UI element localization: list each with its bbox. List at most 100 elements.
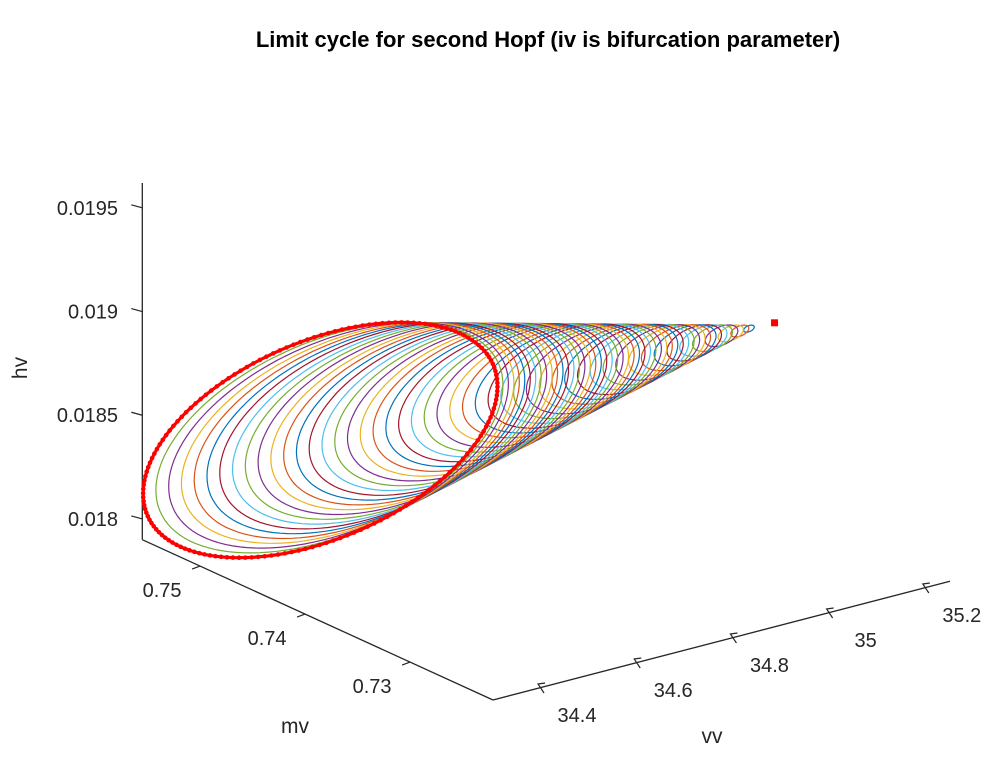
cycle-marker (296, 548, 301, 553)
cycle-marker (464, 451, 470, 457)
tick-labels: 34.4 34.6 34.8 35 35.2 0.73 0.74 0.75 0.018 0.018… (57, 198, 981, 727)
cycle-marker (264, 354, 269, 359)
x-tick-label: 35.2 (942, 605, 981, 627)
cycle-marker (303, 546, 308, 552)
cycle-marker (218, 554, 224, 560)
cycle-marker (257, 357, 263, 363)
cycle-marker (232, 372, 237, 377)
x-tick-mark (825, 607, 834, 619)
cycle-marker (213, 553, 218, 559)
cycle-marker (371, 521, 377, 526)
cycle-marker (358, 527, 364, 533)
z-tick-label: 0.0185 (57, 405, 118, 427)
cycle-marker (421, 491, 427, 497)
cycle-marker (145, 464, 151, 470)
cycle-marker (386, 320, 392, 326)
cycle-marker (255, 554, 261, 560)
cycle-marker (478, 433, 484, 439)
z-tick-mark (131, 204, 143, 209)
cycle-marker (167, 428, 172, 433)
cycle-marker (453, 329, 458, 334)
cycle-marker (324, 540, 329, 546)
cycle-marker (152, 451, 157, 456)
cycle-marker (242, 555, 248, 560)
y-tick-mark (296, 613, 306, 618)
cycle-marker (166, 537, 172, 543)
limit-cycle-35 (308, 322, 570, 496)
cycle-marker (339, 327, 345, 332)
cycle-marker (230, 555, 236, 560)
cycle-marker (448, 327, 454, 333)
cycle-marker (353, 324, 359, 330)
z-tick-label: 0.0195 (57, 198, 118, 220)
cycle-marker (154, 446, 160, 452)
cycle-marker (198, 396, 203, 402)
cycle-marker (456, 461, 462, 466)
cycle-marker (160, 437, 166, 443)
cycle-marker (393, 320, 398, 325)
x-tick-mark (536, 682, 546, 694)
cycle-marker (163, 432, 169, 438)
cycle-marker (415, 495, 421, 501)
cycle-marker (238, 368, 243, 373)
cycle-marker (426, 487, 432, 492)
cycle-marker (422, 321, 428, 327)
cycle-marker (378, 517, 384, 523)
cycle-marker (391, 510, 396, 516)
cycle-marker (461, 333, 467, 338)
cycle-marker (141, 482, 147, 488)
x-tick-mark (729, 632, 738, 644)
cycle-marker (490, 361, 496, 367)
cycle-marker (409, 499, 415, 505)
cycle-marker (476, 342, 481, 348)
cycle-marker (310, 544, 315, 550)
cycle-marker (214, 384, 220, 389)
x-tick-mark (921, 582, 930, 594)
cycle-marker (143, 473, 148, 479)
cycle-marker (170, 540, 175, 545)
cycle-marker (486, 419, 491, 425)
cycle-marker (351, 530, 357, 535)
cycle-marker (318, 332, 324, 338)
cycle-marker (486, 354, 492, 360)
cycle-marker (490, 410, 495, 416)
chart-title: Limit cycle for second Hopf (iv is bifur… (256, 27, 840, 52)
cycle-marker (142, 506, 148, 512)
cycle-marker (140, 486, 146, 492)
limit-cycle-36 (295, 322, 564, 501)
cycle-marker (437, 478, 443, 484)
cycle-marker (438, 324, 444, 330)
cycle-marker (488, 358, 494, 363)
cycle-marker (156, 529, 162, 535)
cycle-marker (479, 345, 484, 351)
cycle-marker (405, 320, 410, 325)
cycle-marker (494, 393, 500, 398)
cycle-marker (460, 456, 466, 462)
y-tick-mark (401, 661, 411, 666)
cycle-marker (145, 513, 151, 519)
cycle-marker (149, 455, 155, 461)
cycle-marker (325, 330, 331, 336)
cycle-marker (384, 514, 390, 519)
cycle-marker (344, 533, 350, 538)
cycle-marker (428, 322, 434, 328)
cycle-marker (491, 406, 497, 411)
cycle-marker (151, 523, 157, 529)
cycle-marker (207, 553, 213, 558)
cycle-marker (202, 552, 207, 557)
z-tick-label: 0.018 (68, 509, 118, 531)
cycle-marker (468, 447, 474, 452)
cycle-marker (484, 351, 490, 357)
cycle-marker (269, 553, 274, 558)
cycle-marker (298, 339, 303, 345)
cycle-marker (270, 351, 276, 356)
cycle-marker (492, 401, 498, 407)
cycle-marker (203, 392, 209, 398)
cycle-marker (277, 348, 283, 353)
cycle-marker (174, 542, 179, 548)
cycle-marker (495, 380, 500, 386)
cycle-marker (226, 376, 231, 381)
cycle-marker (182, 546, 188, 551)
largest-limit-cycle (141, 320, 500, 560)
cycle-marker (475, 438, 481, 443)
